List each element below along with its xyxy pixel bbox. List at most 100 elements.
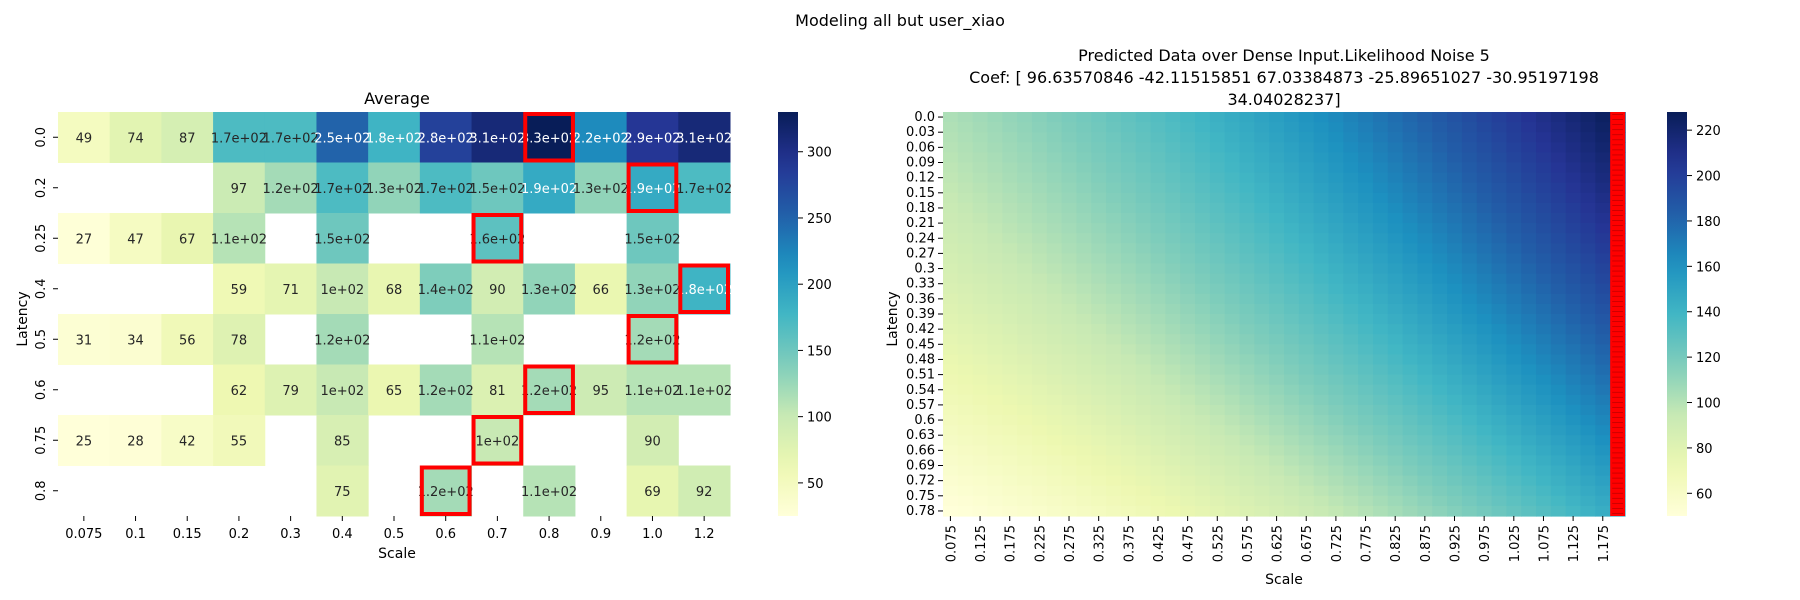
heatmap-predicted-cell xyxy=(1461,243,1478,254)
heatmap-predicted-cell xyxy=(1358,263,1374,275)
heatmap-predicted-cell xyxy=(943,394,959,406)
heatmap-predicted-cell xyxy=(1284,253,1300,265)
heatmap-predicted-cell xyxy=(1402,293,1419,305)
heatmap-predicted-cell xyxy=(1521,505,1537,517)
heatmap-predicted-cell xyxy=(1402,394,1419,406)
heatmap-predicted-cell xyxy=(1046,455,1063,467)
heatmap-predicted-cell xyxy=(1031,334,1048,345)
heatmap-predicted-y-tick-label: 0.78 xyxy=(906,504,935,519)
heatmap-predicted-cell xyxy=(1476,202,1493,214)
heatmap-predicted-cell xyxy=(1358,495,1374,507)
heatmap-predicted-cell xyxy=(1180,142,1196,153)
heatmap-predicted-cell xyxy=(1076,415,1092,426)
heatmap-predicted-cell xyxy=(1432,435,1448,446)
heatmap-predicted-cell xyxy=(1135,455,1152,467)
heatmap-predicted-cell xyxy=(1091,253,1107,265)
heatmap-predicted-cell xyxy=(1076,112,1092,123)
heatmap-predicted-cell xyxy=(1536,455,1552,467)
heatmap-predicted-cell xyxy=(1224,213,1241,224)
heatmap-predicted-cell xyxy=(1031,112,1048,123)
heatmap-predicted-cell xyxy=(987,435,1003,446)
heatmap-predicted-cell xyxy=(1565,182,1582,194)
heatmap-predicted-cell xyxy=(1417,283,1433,295)
heatmap-predicted-cell xyxy=(1536,283,1552,295)
heatmap-predicted-cell xyxy=(1061,233,1078,244)
heatmap-predicted-y-axis-label: Latency xyxy=(885,291,901,346)
heatmap-predicted-cell xyxy=(1239,142,1255,153)
heatmap-average-cell-label: 1.3e+02 xyxy=(366,182,422,197)
heatmap-predicted-cell xyxy=(1595,132,1611,143)
heatmap-predicted-cell xyxy=(1461,162,1478,174)
heatmap-predicted-cell xyxy=(1298,465,1315,477)
heatmap-predicted-cell xyxy=(1209,495,1226,507)
heatmap-predicted-colorbar-tick-label: 220 xyxy=(1696,124,1721,139)
heatmap-predicted-cell xyxy=(957,142,974,153)
heatmap-predicted-cell xyxy=(1106,404,1122,416)
heatmap-predicted-cell xyxy=(1120,495,1137,507)
heatmap-predicted-cell xyxy=(1506,404,1522,416)
heatmap-predicted-cell xyxy=(1076,344,1092,355)
heatmap-predicted-cell xyxy=(1284,415,1300,426)
heatmap-predicted-cell xyxy=(1239,233,1255,244)
heatmap-predicted-cell xyxy=(1387,465,1404,477)
heatmap-predicted-cell xyxy=(1506,192,1522,204)
heatmap-predicted-y-tick-label: 0.48 xyxy=(906,352,935,367)
heatmap-predicted-cell xyxy=(1343,202,1359,214)
heatmap-predicted-cell xyxy=(1017,213,1033,224)
heatmap-predicted-cell xyxy=(1076,435,1092,446)
heatmap-predicted-cell xyxy=(1180,132,1196,143)
heatmap-predicted-cell xyxy=(1284,384,1300,396)
heatmap-predicted-cell xyxy=(1536,485,1552,497)
heatmap-predicted-cell xyxy=(1195,344,1211,355)
heatmap-predicted-cell xyxy=(1491,314,1507,325)
heatmap-predicted-cell xyxy=(1491,455,1507,467)
heatmap-predicted-cell xyxy=(1165,132,1181,143)
heatmap-predicted-cell xyxy=(1476,394,1493,406)
heatmap-predicted-cell xyxy=(1031,324,1048,335)
heatmap-predicted-cell xyxy=(1461,223,1478,234)
heatmap-predicted-cell xyxy=(1550,202,1567,214)
heatmap-predicted-cell xyxy=(1150,223,1166,234)
heatmap-average-cell xyxy=(471,213,524,264)
heatmap-predicted-cell xyxy=(1298,172,1315,184)
heatmap-predicted-cell xyxy=(1491,475,1507,487)
heatmap-predicted-cell xyxy=(1536,192,1552,204)
heatmap-predicted-cell xyxy=(1298,324,1315,335)
heatmap-predicted-cell xyxy=(1165,425,1181,436)
heatmap-predicted-cell xyxy=(1017,253,1033,265)
heatmap-predicted-cell xyxy=(1002,192,1018,204)
heatmap-predicted-cell xyxy=(1358,415,1374,426)
heatmap-average-y-tick-label: 0.0 xyxy=(34,127,49,148)
heatmap-predicted-cell xyxy=(972,425,989,436)
heatmap-predicted-cell xyxy=(1091,475,1107,487)
heatmap-predicted-cell xyxy=(1046,344,1063,355)
heatmap-predicted-cell xyxy=(1432,415,1448,426)
heatmap-predicted-cell xyxy=(1580,223,1596,234)
heatmap-average-cell xyxy=(213,213,266,264)
heatmap-predicted-cell xyxy=(943,172,959,184)
heatmap-predicted-cell xyxy=(1209,182,1226,194)
heatmap-predicted-cell xyxy=(1046,213,1063,224)
heatmap-predicted-cell xyxy=(1387,415,1404,426)
heatmap-predicted-cell xyxy=(1239,132,1255,143)
heatmap-predicted-cell xyxy=(1239,273,1255,285)
heatmap-predicted-cell xyxy=(1387,132,1404,143)
heatmap-predicted-cell xyxy=(1209,283,1226,295)
heatmap-predicted-cell xyxy=(1195,182,1211,194)
heatmap-predicted-cell xyxy=(1180,273,1196,285)
heatmap-predicted-cell xyxy=(1017,324,1033,335)
heatmap-predicted-cell xyxy=(1209,132,1226,143)
heatmap-predicted-x-tick-label: 1.075 xyxy=(1537,525,1552,562)
heatmap-predicted-x-tick-label: 0.825 xyxy=(1389,525,1404,562)
heatmap-predicted-cell xyxy=(1120,112,1137,123)
heatmap-predicted-cell xyxy=(1402,213,1419,224)
heatmap-predicted-cell xyxy=(1195,152,1211,164)
heatmap-predicted-cell xyxy=(1165,182,1181,194)
heatmap-predicted-cell xyxy=(1461,293,1478,305)
heatmap-predicted-cell xyxy=(957,202,974,214)
heatmap-predicted-cell xyxy=(1209,172,1226,184)
heatmap-predicted-cell xyxy=(1447,172,1463,184)
heatmap-predicted-cell xyxy=(1580,293,1596,305)
heatmap-predicted-cell xyxy=(1106,142,1122,153)
heatmap-predicted-cell xyxy=(1432,142,1448,153)
